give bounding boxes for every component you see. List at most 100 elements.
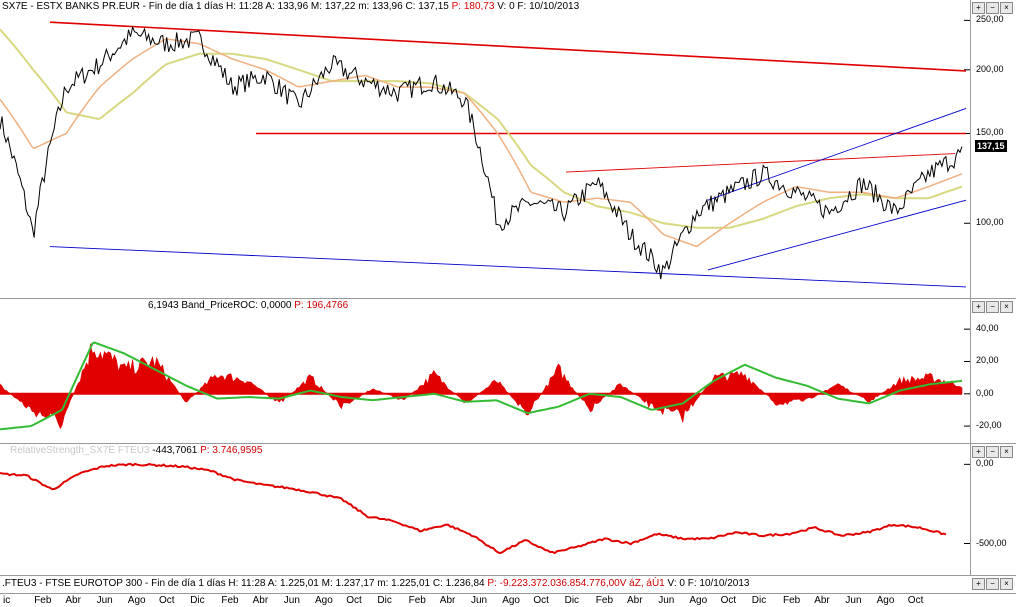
x-tick-label: Dic (564, 595, 580, 606)
x-tick-label: Dic (751, 595, 767, 606)
x-tick-label: Abr (65, 595, 81, 606)
x-tick-label: Ago (689, 595, 708, 606)
relative-header: RelativeStrength_SX7E FTEU3 -443,7061 P:… (10, 445, 263, 456)
x-tick-label: Ago (876, 595, 895, 606)
relative-value: -443,7061 (152, 445, 198, 456)
x-tick-label: ic (3, 595, 11, 606)
x-tick-label: Jun (658, 595, 675, 606)
x-tick-label: Ago (127, 595, 146, 606)
last-price-tag: 137,15 (975, 140, 1007, 152)
x-tick-label: Oct (346, 595, 362, 606)
y-tick-label: -500,00 (976, 537, 1007, 548)
fast-moving-average-line (0, 38, 963, 248)
roc-p: 196,4766 (306, 300, 349, 311)
x-tick-label: Oct (533, 595, 549, 606)
x-tick-label: Feb (783, 595, 801, 606)
relative-faint-label: RelativeStrength_SX7E FTEU3 (10, 445, 150, 456)
x-tick-label: Oct (159, 595, 175, 606)
roc-plot-area[interactable] (0, 299, 971, 443)
header-m: 137,22 (324, 1, 356, 12)
title-label: ESTX BANKS PR.EUR - Fin de día 1 días (36, 1, 224, 12)
support-trendline (49, 246, 967, 288)
footer-symbol: .FTEU3 (2, 578, 37, 589)
x-tick-label: Jun (845, 595, 862, 606)
price-zoom-out-button[interactable]: − (986, 2, 999, 14)
x-tick-label: Oct (907, 595, 924, 606)
relative-pane-controls: + − × (972, 446, 1013, 458)
price-chart (0, 19, 970, 288)
relative-pane[interactable]: RelativeStrength_SX7E FTEU3 -443,7061 P:… (0, 444, 1016, 575)
channel-top-red-line (565, 153, 956, 173)
footer-bar: .FTEU3 - FTSE EUROTOP 300 - Fin de día 1… (0, 575, 1016, 593)
price-series-line (0, 25, 963, 280)
roc-header: 6,1943 Band_PriceROC: 0,0000 P: 196,4766 (148, 300, 349, 311)
price-close-button[interactable]: × (1000, 2, 1013, 14)
x-tick-label: Jun (471, 595, 488, 606)
x-tick-label: Ago (502, 595, 520, 606)
price-header: SX7E - ESTX BANKS PR.EUR - Fin de día 1 … (2, 1, 580, 12)
channel-bottom-line (707, 199, 967, 271)
x-tick-label: Feb (34, 595, 52, 606)
y-tick-label: 200,00 (976, 63, 1004, 74)
footer-controls: + − × (972, 578, 1013, 590)
y-tick-label: 40,00 (976, 323, 999, 334)
x-tick-label: Feb (221, 595, 239, 606)
y-tick-label: 20,00 (976, 355, 999, 366)
pane-separator[interactable] (0, 443, 1016, 444)
x-tick-label: Jun (283, 595, 300, 606)
y-tick-label: 100,00 (976, 217, 1004, 228)
x-tick-label: Ago (315, 595, 333, 606)
x-tick-label: Dic (377, 595, 392, 606)
header-p: 180,73 (463, 1, 495, 12)
time-x-axis[interactable]: ic Feb Abr Jun Ago Oct Dic Feb Abr Jun Ago Oct Dic Fe… (0, 593, 1016, 607)
relative-close-button[interactable]: × (1000, 446, 1013, 458)
relative-zoom-out-button[interactable]: − (986, 446, 999, 458)
x-tick-label: Jun (96, 595, 113, 606)
x-tick-label: Dic (190, 595, 205, 606)
roc-smoothed-line (0, 341, 963, 431)
header-min: 133,96 (372, 1, 403, 12)
x-tick-label: Feb (408, 595, 426, 606)
roc-value2: 0,0000 (260, 300, 292, 311)
roc-area (0, 343, 963, 430)
y-tick-label: 0,00 (976, 458, 994, 469)
x-tick-label: Abr (439, 595, 456, 606)
footer-title: FTSE EUROTOP 300 - Fin de día 1 días (45, 578, 226, 589)
x-tick-label: Feb (595, 595, 614, 606)
x-tick-label: Abr (252, 595, 269, 606)
price-pane[interactable]: SX7E - ESTX BANKS PR.EUR - Fin de día 1 … (0, 0, 1016, 298)
roc-zoom-in-button[interactable]: + (972, 301, 985, 313)
relative-chart (0, 462, 970, 555)
relative-p: 3.746,9595 (212, 445, 263, 456)
relative-strength-line (0, 462, 947, 555)
x-tick-label: Abr (627, 595, 643, 606)
price-pane-controls: + − × (972, 2, 1013, 14)
header-v: 0 (509, 1, 515, 12)
roc-pane[interactable]: 6,1943 Band_PriceROC: 0,0000 P: 196,4766… (0, 299, 1016, 443)
y-tick-label: -20,00 (976, 420, 1002, 431)
resistance-trendline (49, 21, 967, 72)
footer-zoom-in-button[interactable]: + (972, 578, 985, 590)
x-tick-label: Abr (814, 595, 830, 606)
footer-zoom-out-button[interactable]: − (986, 578, 999, 590)
roc-chart (0, 328, 970, 431)
roc-close-button[interactable]: × (1000, 301, 1013, 313)
roc-indicator-name: Band_PriceROC: (181, 300, 259, 311)
symbol-label: SX7E (2, 1, 28, 12)
header-f: 10/10/2013 (529, 1, 580, 12)
y-tick-label: 150,00 (976, 127, 1004, 138)
roc-value1: 6,1943 (148, 300, 179, 311)
y-tick-label: 0,00 (976, 387, 994, 398)
relative-zoom-in-button[interactable]: + (972, 446, 985, 458)
header-h: 11:28 (238, 1, 264, 12)
roc-pane-controls: + − × (972, 301, 1013, 313)
price-plot-area[interactable] (0, 0, 971, 298)
footer-close-button[interactable]: × (1000, 578, 1013, 590)
header-c: 137,15 (418, 1, 449, 12)
footer-header: .FTEU3 - FTSE EUROTOP 300 - Fin de día 1… (2, 578, 750, 589)
pane-separator[interactable] (0, 298, 1016, 299)
price-zoom-in-button[interactable]: + (972, 2, 985, 14)
roc-zoom-out-button[interactable]: − (986, 301, 999, 313)
footer-z: áZ, áÙ1 (629, 578, 665, 589)
relative-plot-area[interactable] (0, 444, 971, 575)
